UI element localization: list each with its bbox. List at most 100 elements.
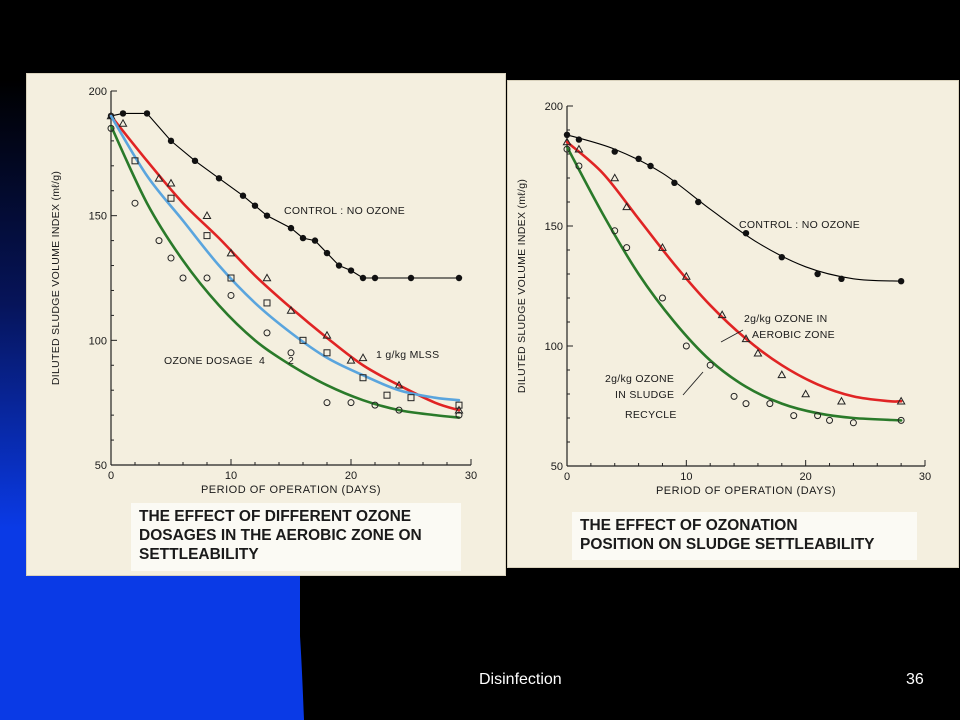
data-point-recycle bbox=[897, 416, 905, 424]
data-point-control bbox=[191, 157, 199, 165]
annotation-control: CONTROL : NO OZONE bbox=[739, 219, 860, 231]
annotation-aerobic_line2: AEROBIC ZONE bbox=[752, 329, 835, 341]
data-point-dose-2 bbox=[407, 394, 415, 402]
data-point-control bbox=[371, 274, 379, 282]
y-tick-label: 50 bbox=[95, 460, 107, 472]
data-point-recycle bbox=[611, 227, 619, 235]
data-point-control bbox=[611, 148, 618, 155]
data-point-recycle bbox=[730, 392, 738, 400]
series-line-dose-4 bbox=[109, 124, 461, 419]
caption-line: THE EFFECT OF DIFFERENT OZONE bbox=[139, 508, 412, 525]
data-point-control bbox=[287, 224, 295, 232]
data-point-control bbox=[215, 175, 223, 182]
data-point-dose-1 bbox=[262, 273, 272, 282]
y-tick-label: 150 bbox=[545, 221, 563, 233]
data-point-control bbox=[347, 267, 355, 274]
data-point-aerobic bbox=[837, 396, 846, 405]
annotation-recycle_line2: IN SLUDGE bbox=[615, 389, 674, 401]
x-tick-label: 20 bbox=[800, 471, 812, 483]
series-dose-2 bbox=[109, 114, 463, 409]
data-point-aerobic bbox=[681, 271, 691, 280]
data-point-dose-2 bbox=[383, 391, 391, 399]
caption-line: THE EFFECT OF OZONATION bbox=[580, 517, 798, 534]
data-point-dose-1 bbox=[346, 355, 356, 364]
series-line-dose-2 bbox=[109, 114, 461, 402]
data-point-dose-4 bbox=[131, 199, 139, 207]
data-point-dose-1 bbox=[358, 353, 368, 362]
x-tick-label: 10 bbox=[680, 471, 692, 483]
data-point-dose-2 bbox=[359, 374, 367, 382]
data-point-control bbox=[251, 202, 259, 209]
data-point-dose-2 bbox=[131, 157, 139, 165]
data-point-aerobic bbox=[622, 202, 632, 211]
data-point-dose-2 bbox=[227, 274, 235, 282]
data-point-recycle bbox=[575, 162, 583, 170]
data-point-control bbox=[838, 275, 845, 282]
blue-bottom-block bbox=[0, 575, 300, 720]
footer-title: Disinfection bbox=[479, 671, 562, 688]
data-point-aerobic bbox=[777, 370, 787, 379]
data-point-dose-1 bbox=[106, 111, 116, 120]
data-point-dose-1 bbox=[226, 248, 236, 257]
annotation-dosage_4: 4 bbox=[259, 355, 265, 367]
data-point-dose-4 bbox=[167, 254, 175, 262]
data-point-recycle bbox=[563, 145, 571, 153]
y-tick-label: 100 bbox=[89, 335, 107, 347]
x-tick-label: 30 bbox=[465, 470, 477, 482]
data-point-control bbox=[323, 249, 331, 257]
y-tick-label: 100 bbox=[545, 341, 563, 353]
data-point-aerobic bbox=[610, 173, 620, 182]
series-line-dose-1 bbox=[109, 114, 461, 412]
y-tick-label: 200 bbox=[545, 101, 563, 113]
x-tick-label: 30 bbox=[919, 471, 931, 483]
annotation-recycle_line1: 2g/kg OZONE bbox=[605, 373, 674, 385]
data-point-recycle bbox=[742, 400, 750, 408]
data-point-dose-4 bbox=[395, 406, 403, 414]
data-point-control bbox=[695, 198, 702, 206]
data-point-recycle bbox=[682, 342, 690, 350]
data-point-aerobic bbox=[717, 310, 727, 319]
data-point-aerobic bbox=[741, 334, 751, 343]
data-point-dose-4 bbox=[323, 399, 331, 407]
series-recycle bbox=[563, 145, 905, 427]
data-point-recycle bbox=[814, 412, 822, 420]
data-point-recycle bbox=[790, 412, 798, 420]
x-tick-label: 0 bbox=[564, 471, 570, 483]
data-point-dose-4 bbox=[347, 399, 355, 407]
data-point-control bbox=[563, 131, 571, 138]
data-point-control bbox=[311, 237, 319, 244]
data-point-dose-4 bbox=[179, 274, 187, 282]
data-point-control bbox=[647, 162, 654, 170]
data-point-control bbox=[897, 278, 905, 285]
data-point-control bbox=[778, 254, 785, 261]
caption-line: DOSAGES IN THE AEROBIC ZONE ON bbox=[139, 527, 422, 544]
data-point-control bbox=[263, 212, 271, 219]
data-point-dose-2 bbox=[167, 194, 175, 202]
data-point-dose-2 bbox=[455, 401, 463, 409]
data-point-control bbox=[143, 110, 151, 117]
y-tick-label: 50 bbox=[551, 461, 563, 473]
data-point-dose-2 bbox=[263, 299, 271, 307]
data-point-dose-4 bbox=[107, 124, 115, 132]
data-point-recycle bbox=[826, 416, 834, 424]
chart-panel-right: 0 10 20 30 50 100 150 200 PERIOD OF OPERATION (D… bbox=[507, 80, 959, 568]
annotation-pointer bbox=[720, 329, 744, 343]
data-point-control bbox=[671, 179, 678, 186]
chart-right: 0 10 20 30 50 100 150 200 PERIOD OF OPERATION (D… bbox=[516, 101, 931, 497]
data-point-control bbox=[167, 137, 175, 145]
data-point-aerobic bbox=[801, 389, 811, 398]
data-point-control bbox=[299, 234, 307, 242]
chart-left: 0 10 20 30 50 100 150 200 PERIOD OF OPERATION (D… bbox=[50, 86, 477, 496]
annotation-aerobic_line1: 2g/kg OZONE IN bbox=[744, 313, 828, 325]
data-point-dose-4 bbox=[227, 291, 235, 299]
data-point-dose-4 bbox=[371, 401, 379, 409]
data-point-dose-1 bbox=[154, 173, 164, 182]
chart-left-caption: THE EFFECT OF DIFFERENT OZONE DOSAGES IN… bbox=[131, 503, 461, 571]
data-point-aerobic bbox=[896, 396, 906, 405]
data-point-dose-1 bbox=[394, 380, 404, 389]
x-tick-label: 20 bbox=[345, 470, 357, 482]
data-point-recycle bbox=[766, 400, 774, 408]
caption-line: SETTLEABILITY bbox=[139, 546, 259, 563]
annotation-dosage_2: 2 bbox=[288, 355, 294, 367]
